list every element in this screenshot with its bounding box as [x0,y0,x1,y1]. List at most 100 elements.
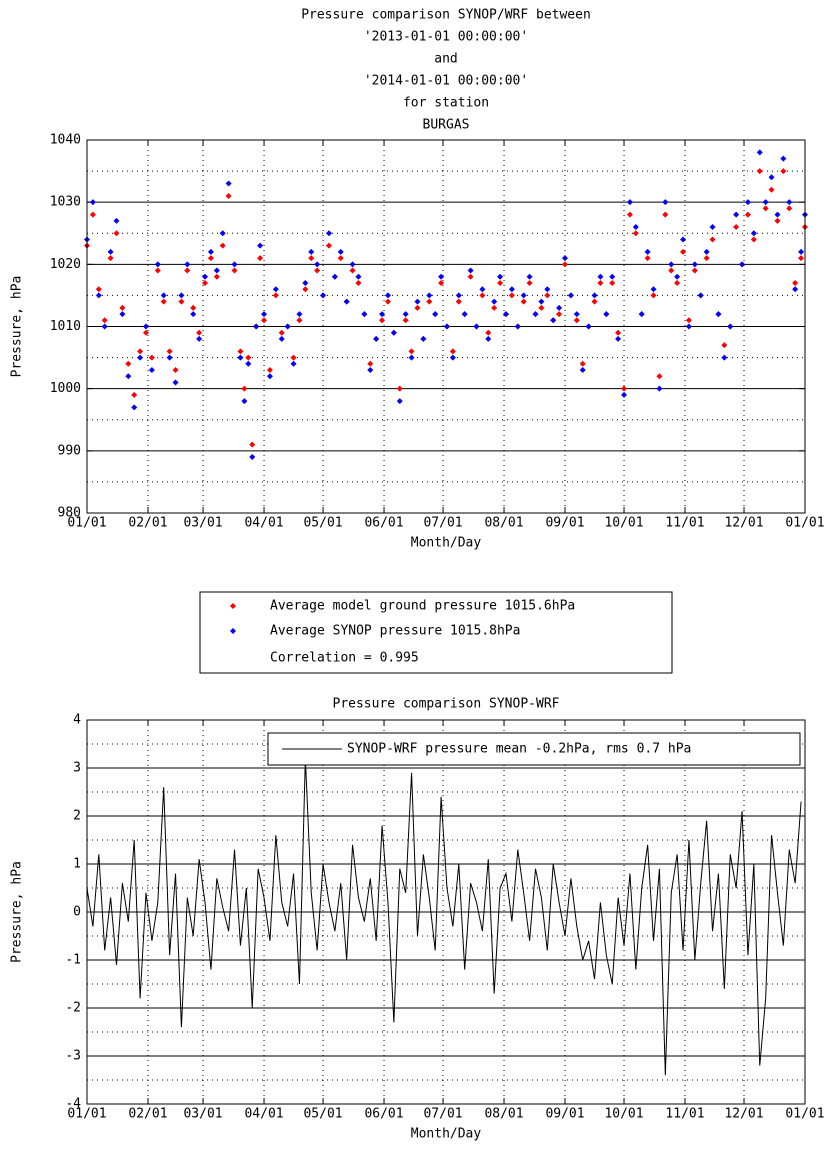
data-point [95,286,102,293]
data-point [768,174,775,181]
data-point [656,373,663,380]
data-point [308,255,315,262]
data-point [479,286,486,293]
data-point [355,273,362,280]
data-point [196,329,203,336]
data-point [237,348,244,355]
data-point [119,311,126,318]
chart-title: for station [403,96,489,111]
x-axis-label: Month/Day [411,536,482,551]
x-tick-label: 01/01 [67,516,106,531]
y-tick-label: 1030 [50,195,81,210]
data-point [290,354,297,361]
data-point [691,267,698,274]
data-point [739,261,746,268]
data-point [349,261,356,268]
data-point [101,317,108,324]
data-point [178,292,185,299]
legend-marker [230,628,236,634]
y-tick-label: 3 [73,761,81,776]
data-point [733,224,740,231]
y-tick-label: 1040 [50,133,81,148]
data-point [320,292,327,299]
data-point [308,248,315,255]
data-point [202,279,209,286]
data-point [514,323,521,330]
data-point [750,230,757,237]
data-point [131,404,138,411]
data-point [89,211,96,218]
data-point [225,192,232,199]
data-point [207,248,214,255]
data-point [621,385,628,392]
data-point [650,292,657,299]
data-point [438,273,445,280]
data-point [756,168,763,175]
y-tick-label: 1010 [50,319,81,334]
data-point [432,311,439,318]
data-point [603,311,610,318]
data-point [532,311,539,318]
data-point [390,329,397,336]
data-point [721,342,728,349]
data-point [721,354,728,361]
data-point [241,398,248,405]
data-point [774,217,781,224]
data-point [597,273,604,280]
data-point [609,273,616,280]
x-tick-label: 10/01 [604,1107,643,1122]
data-point [550,317,557,324]
data-point [526,279,533,286]
data-point [414,304,421,311]
data-point [562,261,569,268]
data-point [408,348,415,355]
data-point [703,255,710,262]
data-point [485,329,492,336]
data-point [573,311,580,318]
data-point [744,199,751,206]
data-point [650,286,657,293]
data-point [402,311,409,318]
y-tick-label: -4 [65,1097,81,1112]
x-tick-label: 06/01 [364,516,403,531]
data-point [266,373,273,380]
annotation: Correlation = 0.995 [270,651,419,666]
data-point [143,329,150,336]
data-point [367,367,374,374]
x-axis-label: Month/Day [411,1127,482,1142]
plot-frame [86,139,806,514]
data-point [137,354,144,361]
data-point [632,230,639,237]
data-point [213,267,220,274]
data-point [337,248,344,255]
data-point [768,186,775,193]
y-tick-label: 2 [73,809,81,824]
data-point [774,211,781,218]
data-point [792,286,799,293]
x-tick-label: 05/01 [303,516,342,531]
data-point [780,168,787,175]
plot-frame [86,719,806,1105]
data-point [349,267,356,274]
data-point [668,267,675,274]
x-tick-label: 05/01 [303,1107,342,1122]
data-point [148,367,155,374]
data-point [343,298,350,305]
data-point [520,298,527,305]
chart-title: and [434,52,457,67]
x-tick-label: 10/01 [604,516,643,531]
x-tick-label: 07/01 [423,1107,462,1122]
data-point [314,261,321,268]
data-point [284,323,291,330]
data-point [680,236,687,243]
x-tick-label: 04/01 [244,516,283,531]
data-point [207,255,214,262]
data-point [644,255,651,262]
data-point [597,279,604,286]
data-point [491,304,498,311]
data-point [213,273,220,280]
data-point [615,329,622,336]
data-point [272,292,279,299]
data-point [473,323,480,330]
data-point [107,255,114,262]
